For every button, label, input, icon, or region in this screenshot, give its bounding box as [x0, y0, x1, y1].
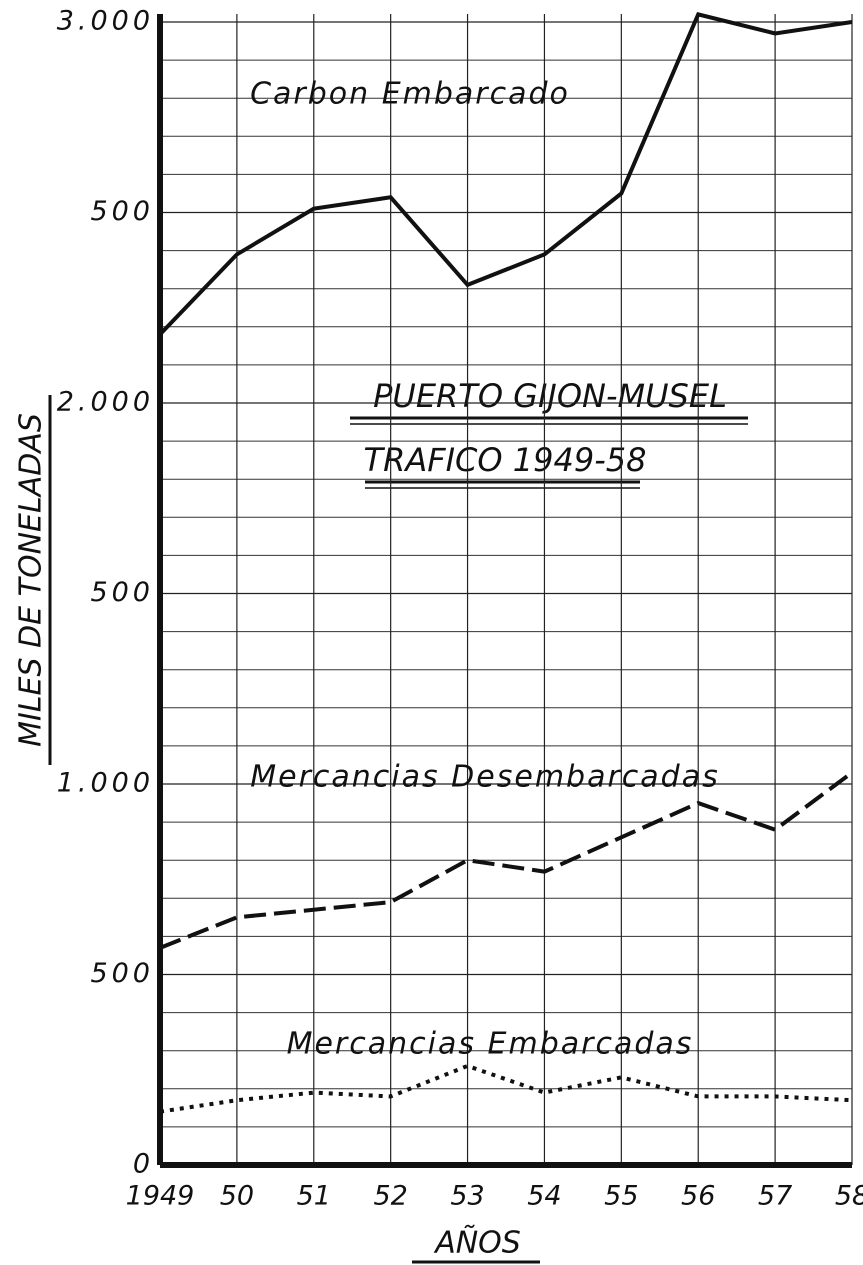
series-label: Mercancias Embarcadas	[287, 1027, 694, 1062]
y-tick-label: 500	[90, 577, 154, 608]
y-tick-label: 500	[90, 196, 154, 227]
x-tick-label: 1949	[126, 1181, 195, 1212]
x-axis-label: AÑOS	[433, 1225, 521, 1261]
series-line	[158, 12, 853, 336]
y-tick-label: 0	[133, 1149, 154, 1180]
x-tick-label: 54	[527, 1181, 561, 1212]
x-tick-label: 57	[758, 1181, 792, 1212]
y-tick-label: 3.000	[57, 6, 154, 37]
y-tick-label: 500	[90, 958, 154, 989]
series-line	[159, 770, 854, 950]
x-tick-label: 55	[604, 1181, 638, 1212]
y-tick-label: 2.000	[57, 387, 154, 418]
series-label: Carbon Embarcado	[250, 77, 570, 112]
x-tick-label: 50	[220, 1181, 254, 1212]
series-line	[159, 1063, 853, 1114]
x-tick-label: 56	[681, 1181, 715, 1212]
y-axis-label: MILES DE TONELADAS	[14, 413, 49, 747]
chart-title: PUERTO GIJON-MUSEL	[373, 377, 727, 415]
x-tick-label: 52	[373, 1181, 407, 1212]
x-tick-label: 51	[297, 1181, 331, 1212]
chart-subtitle: TRAFICO 1949-58	[364, 441, 647, 479]
series-label: Mercancias Desembarcadas	[250, 760, 720, 795]
y-tick-label: 1.000	[57, 768, 154, 799]
x-tick-label: 58	[835, 1181, 863, 1212]
x-tick-label: 53	[450, 1181, 484, 1212]
